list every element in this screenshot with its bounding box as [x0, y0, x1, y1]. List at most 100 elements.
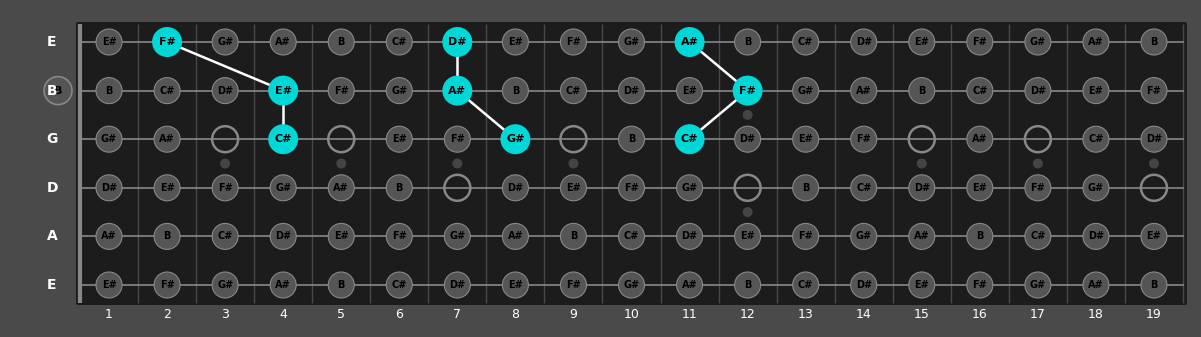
- Text: D#: D#: [101, 183, 116, 193]
- Circle shape: [735, 223, 760, 249]
- Text: 8: 8: [512, 308, 519, 321]
- Circle shape: [1083, 29, 1109, 55]
- Text: A#: A#: [856, 86, 872, 96]
- Circle shape: [916, 158, 927, 168]
- Circle shape: [735, 272, 760, 298]
- Text: G#: G#: [681, 183, 698, 193]
- Text: F#: F#: [160, 280, 174, 290]
- Text: A#: A#: [275, 280, 291, 290]
- Text: F#: F#: [566, 37, 581, 47]
- Text: F#: F#: [799, 232, 813, 241]
- Circle shape: [1141, 78, 1167, 103]
- Text: A: A: [47, 229, 58, 243]
- Circle shape: [270, 272, 297, 298]
- Text: F#: F#: [856, 134, 871, 144]
- Text: E#: E#: [740, 232, 755, 241]
- Text: E#: E#: [508, 280, 522, 290]
- Text: C#: C#: [856, 183, 872, 193]
- Circle shape: [213, 175, 238, 201]
- Circle shape: [96, 223, 123, 249]
- Text: C#: C#: [392, 37, 407, 47]
- Text: E#: E#: [508, 37, 522, 47]
- Text: 10: 10: [623, 308, 639, 321]
- Circle shape: [270, 175, 297, 201]
- Circle shape: [1024, 175, 1051, 201]
- Text: A#: A#: [508, 232, 524, 241]
- Text: B: B: [337, 37, 345, 47]
- Circle shape: [328, 29, 354, 55]
- Text: 16: 16: [972, 308, 987, 321]
- Text: C#: C#: [1088, 134, 1104, 144]
- Circle shape: [568, 158, 579, 168]
- Text: D#: D#: [449, 280, 466, 290]
- Text: G#: G#: [392, 86, 407, 96]
- Circle shape: [561, 175, 586, 201]
- Text: 5: 5: [337, 308, 345, 321]
- Circle shape: [619, 29, 645, 55]
- Text: F#: F#: [392, 232, 407, 241]
- Circle shape: [96, 78, 123, 103]
- Circle shape: [619, 272, 645, 298]
- Text: E: E: [47, 35, 56, 49]
- Text: C#: C#: [566, 86, 581, 96]
- Text: D#: D#: [1146, 134, 1163, 144]
- Text: 13: 13: [797, 308, 813, 321]
- Circle shape: [154, 223, 180, 249]
- Text: G#: G#: [449, 232, 466, 241]
- Text: B: B: [743, 37, 752, 47]
- Text: C#: C#: [1030, 232, 1046, 241]
- Text: A#: A#: [1088, 37, 1104, 47]
- Circle shape: [1141, 223, 1167, 249]
- Circle shape: [742, 110, 753, 120]
- Text: C#: C#: [797, 280, 813, 290]
- Circle shape: [1141, 272, 1167, 298]
- Text: B: B: [1151, 280, 1158, 290]
- Circle shape: [676, 78, 703, 103]
- Text: B: B: [918, 86, 926, 96]
- Circle shape: [96, 272, 123, 298]
- Circle shape: [1024, 223, 1051, 249]
- Circle shape: [1149, 158, 1159, 168]
- Circle shape: [444, 272, 471, 298]
- Text: 4: 4: [280, 308, 287, 321]
- Circle shape: [213, 223, 238, 249]
- Circle shape: [1083, 78, 1109, 103]
- Circle shape: [1024, 29, 1051, 55]
- Circle shape: [561, 223, 586, 249]
- Circle shape: [387, 29, 412, 55]
- Circle shape: [561, 272, 586, 298]
- Text: A#: A#: [448, 86, 466, 96]
- Circle shape: [676, 175, 703, 201]
- Text: G#: G#: [506, 134, 525, 144]
- Circle shape: [270, 29, 297, 55]
- Text: E#: E#: [160, 183, 174, 193]
- Text: G#: G#: [217, 280, 233, 290]
- Circle shape: [1141, 29, 1167, 55]
- Text: 19: 19: [1146, 308, 1161, 321]
- Circle shape: [213, 29, 238, 55]
- Circle shape: [675, 124, 705, 154]
- Text: 15: 15: [914, 308, 930, 321]
- Circle shape: [336, 158, 346, 168]
- Text: G#: G#: [275, 183, 292, 193]
- Circle shape: [967, 223, 993, 249]
- Circle shape: [270, 223, 297, 249]
- Text: F#: F#: [973, 37, 987, 47]
- Circle shape: [850, 272, 877, 298]
- Text: G#: G#: [1029, 280, 1046, 290]
- Circle shape: [1033, 158, 1042, 168]
- Circle shape: [442, 27, 472, 57]
- Text: D#: D#: [681, 232, 698, 241]
- FancyBboxPatch shape: [76, 22, 1187, 305]
- Circle shape: [619, 126, 645, 152]
- Circle shape: [742, 207, 753, 217]
- Text: G#: G#: [855, 232, 872, 241]
- Circle shape: [909, 29, 934, 55]
- Text: A#: A#: [682, 280, 698, 290]
- Circle shape: [735, 126, 760, 152]
- Text: C#: C#: [681, 134, 698, 144]
- Circle shape: [268, 75, 298, 105]
- Circle shape: [1024, 78, 1051, 103]
- Text: E: E: [47, 278, 56, 292]
- Circle shape: [387, 175, 412, 201]
